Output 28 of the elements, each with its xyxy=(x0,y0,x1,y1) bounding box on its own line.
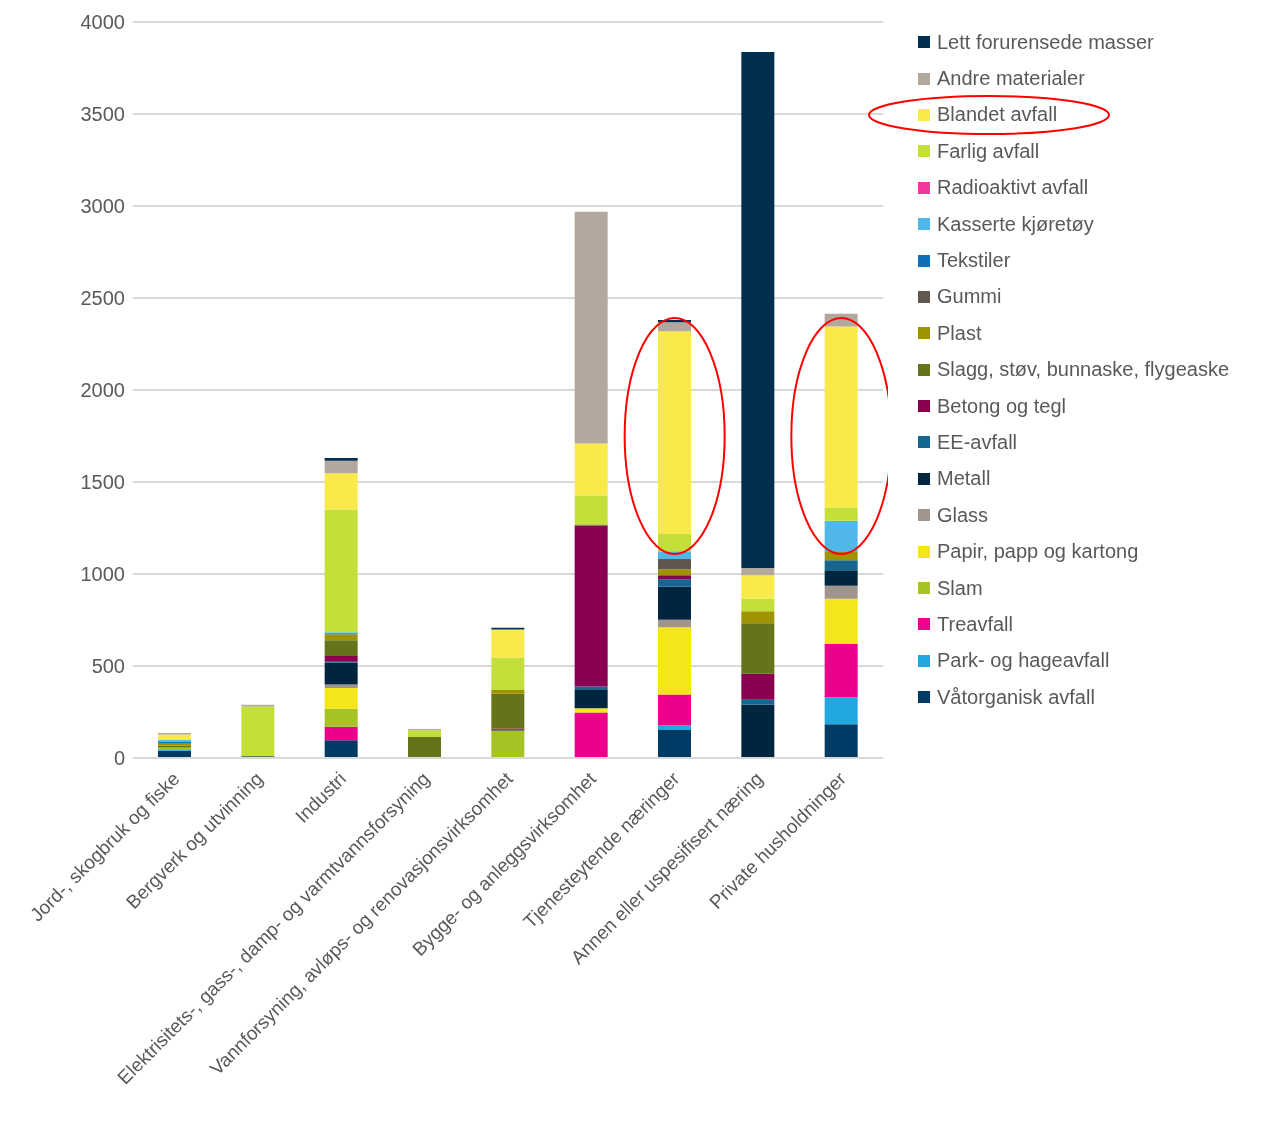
legend-label: Park- og hageavfall xyxy=(937,649,1110,673)
y-tick-label: 500 xyxy=(91,655,125,678)
y-tick-label: 1500 xyxy=(80,471,125,494)
legend-label: Glass xyxy=(937,503,989,527)
legend-label: Radioaktivt avfall xyxy=(937,176,1089,200)
y-tick-label: 2000 xyxy=(80,379,125,402)
legend-label: Andre materialer xyxy=(937,67,1085,91)
y-tick-label: 1000 xyxy=(80,563,125,586)
y-tick-label: 3000 xyxy=(80,195,125,218)
legend-label: Tekstiler xyxy=(937,249,1011,273)
legend-label: Plast xyxy=(937,321,982,345)
legend-label: Blandet avfall xyxy=(937,103,1058,127)
y-tick-label: 3500 xyxy=(80,103,125,126)
legend-label: Slagg, støv, bunnaske, flygeaske xyxy=(937,358,1230,382)
legend-label: Gummi xyxy=(937,285,1002,309)
y-tick-label: 0 xyxy=(113,747,125,770)
legend-label: Kasserte kjøretøy xyxy=(937,212,1094,236)
legend-label: Betong og tegl xyxy=(937,394,1066,418)
y-tick-label: 2500 xyxy=(80,287,125,310)
legend-label: Metall xyxy=(937,467,991,491)
legend-label: Treavfall xyxy=(937,612,1013,636)
legend-label: Lett forurensede masser xyxy=(937,30,1154,54)
legend-label: Farlig avfall xyxy=(937,139,1040,163)
legend-label: Våtorganisk avfall xyxy=(937,685,1095,709)
legend-label: Papir, papp og kartong xyxy=(937,540,1139,564)
y-tick-label: 4000 xyxy=(80,11,125,34)
legend-label: EE-avfall xyxy=(937,430,1018,454)
legend-label: Slam xyxy=(937,576,983,600)
